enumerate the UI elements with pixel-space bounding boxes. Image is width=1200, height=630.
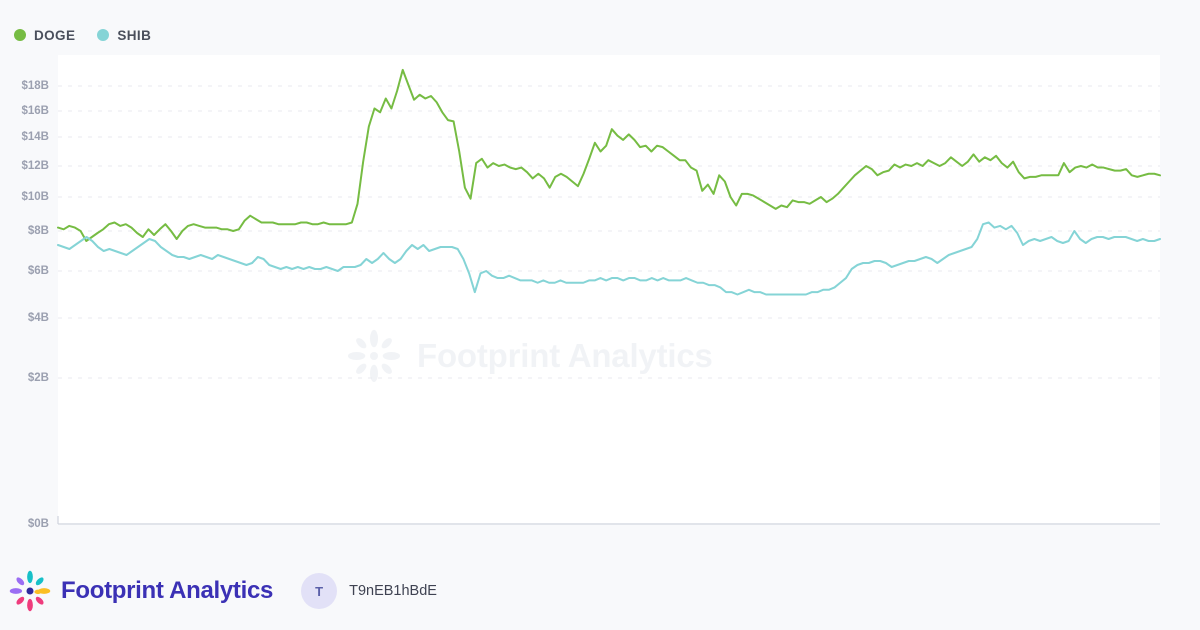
y-axis-tick-label: $4B	[27, 312, 49, 324]
y-axis-tick-label: $0B	[27, 518, 49, 530]
legend-label-doge: DOGE	[34, 27, 76, 43]
y-axis-tick-label: $2B	[27, 372, 49, 384]
user-block[interactable]: T T9nEB1hBdE	[301, 573, 437, 609]
chart-legend: DOGE SHIB	[14, 24, 151, 46]
y-axis-tick-label: $6B	[27, 265, 49, 277]
legend-dot-doge	[14, 29, 26, 41]
footer-bar: Footprint Analytics T T9nEB1hBdE	[0, 552, 1200, 630]
legend-item-doge[interactable]: DOGE	[14, 28, 75, 43]
y-axis-tick-label: $12B	[21, 160, 50, 172]
footprint-logo-icon	[9, 570, 51, 612]
series-line-shib	[57, 221, 1161, 296]
brand-block: Footprint Analytics	[8, 569, 273, 613]
username-label: T9nEB1hBdE	[349, 583, 437, 599]
y-axis-tick-label: $14B	[21, 131, 50, 143]
plot-right-padding	[1160, 55, 1200, 525]
series-line-doge	[57, 68, 1161, 242]
y-axis-tick-label: $16B	[21, 105, 50, 117]
brand-name: Footprint Analytics	[61, 577, 274, 604]
chart-svg	[57, 68, 1161, 525]
avatar: T	[301, 573, 338, 609]
y-axis-tick-label: $18B	[21, 80, 50, 92]
plot-canvas-background	[58, 55, 1160, 525]
legend-item-shib[interactable]: SHIB	[97, 28, 151, 43]
y-axis-tick-label: $8B	[27, 225, 49, 237]
chart-plot-area[interactable]: Footprint Analytics $0B $2B $4B $6B $8B $10B $…	[0, 55, 1200, 599]
y-axis-tick-label: $10B	[21, 191, 50, 203]
legend-label-shib: SHIB	[117, 27, 152, 43]
legend-dot-shib	[97, 29, 110, 41]
